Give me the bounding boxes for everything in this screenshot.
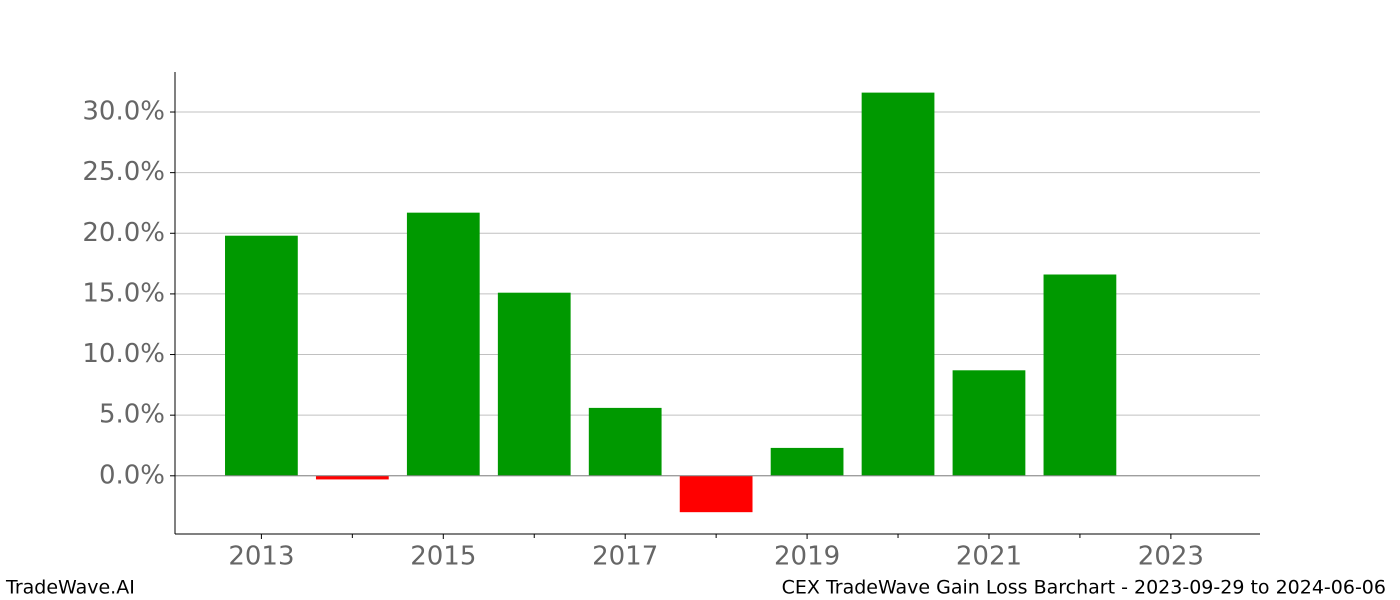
bar <box>770 447 844 476</box>
y-tick-label: 30.0% <box>82 97 165 127</box>
x-tick-label: 2019 <box>774 542 840 572</box>
y-tick-label: 20.0% <box>82 218 165 248</box>
x-tick-label: 2015 <box>410 542 476 572</box>
bar <box>406 212 480 476</box>
bar <box>497 292 571 476</box>
subtitle: CEX TradeWave Gain Loss Barchart - 2023-… <box>782 577 1386 599</box>
bar <box>225 235 298 476</box>
y-tick-label: 15.0% <box>82 278 165 308</box>
y-tick-label: 10.0% <box>82 339 165 369</box>
x-tick-label: 2023 <box>1138 542 1204 572</box>
y-tick-label: 5.0% <box>99 400 165 430</box>
bar <box>679 475 753 513</box>
x-tick-label: 2013 <box>228 542 294 572</box>
y-tick-label: 25.0% <box>82 157 165 187</box>
bar <box>315 475 389 480</box>
y-tick-label: 0.0% <box>99 460 165 490</box>
bar <box>588 407 662 476</box>
bar <box>952 370 1026 476</box>
x-tick-label: 2021 <box>956 542 1022 572</box>
bar <box>1043 274 1117 476</box>
bar <box>861 92 935 476</box>
watermark: TradeWave.AI <box>5 577 135 599</box>
x-tick-label: 2017 <box>592 542 658 572</box>
